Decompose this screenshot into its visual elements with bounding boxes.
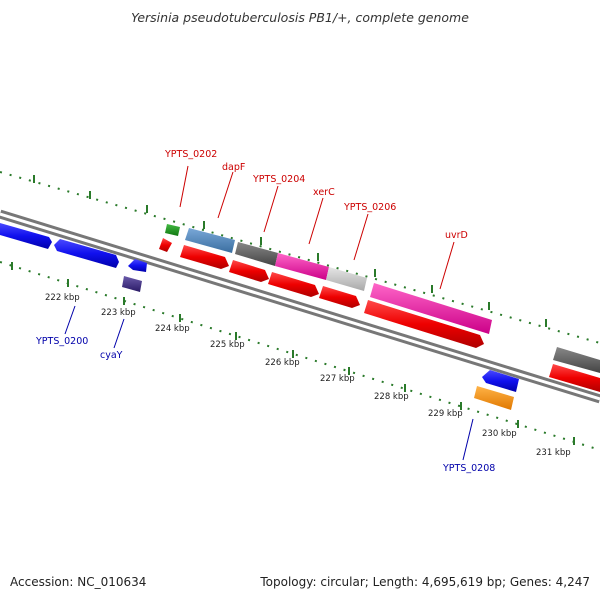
- tick-label-227: 227 kbp: [320, 374, 355, 384]
- genome-backbone: [0, 209, 600, 404]
- label-ypts-0206: YPTS_0206: [343, 202, 396, 213]
- outer-tick-ring: [0, 171, 600, 344]
- genome-title: Yersinia pseudotuberculosis PB1/+, compl…: [131, 10, 469, 25]
- label-ypts-0208: YPTS_0208: [442, 463, 495, 474]
- gene-ypts-0208[interactable]: [474, 386, 514, 410]
- gene-labels-top: YPTS_0202 dapF YPTS_0204 xerC YPTS_0206 …: [164, 149, 468, 241]
- label-xerc: xerC: [313, 187, 335, 198]
- gene-ypts-0206[interactable]: [326, 267, 367, 291]
- tick-label-222: 222 kbp: [45, 293, 80, 303]
- gene-ypts-0204[interactable]: [235, 242, 278, 266]
- red-arrows[interactable]: [159, 238, 600, 392]
- tick-label-224: 224 kbp: [155, 324, 190, 334]
- tick-label-230: 230 kbp: [482, 429, 517, 439]
- label-uvrd: uvrD: [445, 230, 468, 241]
- tick-label-226: 226 kbp: [265, 358, 300, 368]
- gene-ypts-0202[interactable]: [165, 224, 180, 236]
- label-ypts-0200: YPTS_0200: [35, 336, 88, 347]
- tick-label-225: 225 kbp: [210, 340, 245, 350]
- gene-xerc[interactable]: [275, 253, 329, 280]
- tick-label-228: 228 kbp: [374, 392, 409, 402]
- label-dapf: dapF: [222, 162, 245, 173]
- gene-cyay[interactable]: [122, 276, 142, 292]
- bottom-leaders: [64, 305, 474, 461]
- major-ticks: [11, 175, 575, 445]
- label-ypts-0204: YPTS_0204: [252, 174, 305, 185]
- top-leaders: [179, 165, 455, 290]
- blue-genes[interactable]: [0, 223, 519, 392]
- label-ypts-0202: YPTS_0202: [164, 149, 217, 160]
- gene-right-gray[interactable]: [553, 347, 600, 373]
- tick-label-229: 229 kbp: [428, 409, 463, 419]
- tick-label-223: 223 kbp: [101, 308, 136, 318]
- tick-labels: 222 kbp 223 kbp 224 kbp 225 kbp 226 kbp …: [45, 293, 571, 458]
- gene-dapf[interactable]: [185, 228, 235, 253]
- accession-text: Accession: NC_010634: [10, 575, 147, 589]
- gene-labels-bottom: YPTS_0200 cyaY YPTS_0208: [35, 336, 495, 474]
- gene-uvrd[interactable]: [370, 283, 492, 334]
- label-cyay: cyaY: [100, 350, 123, 361]
- genome-summary-text: Topology: circular; Length: 4,695,619 bp…: [260, 575, 590, 589]
- tick-label-231: 231 kbp: [536, 448, 571, 458]
